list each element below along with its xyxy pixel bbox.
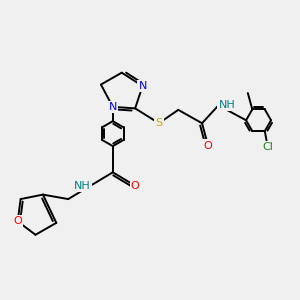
Text: NH: NH: [74, 181, 91, 191]
Text: O: O: [204, 140, 212, 151]
Text: N: N: [109, 102, 117, 112]
Text: O: O: [13, 216, 22, 226]
Text: S: S: [155, 118, 163, 128]
Text: O: O: [131, 181, 140, 191]
Text: Cl: Cl: [262, 142, 273, 152]
Text: NH: NH: [218, 100, 235, 110]
Text: N: N: [138, 81, 147, 91]
